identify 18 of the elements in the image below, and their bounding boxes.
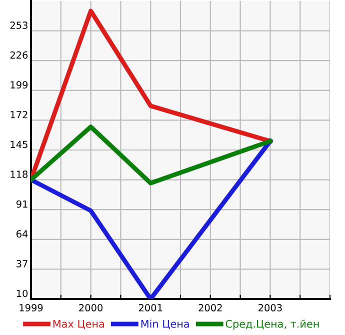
- y-tick-label: 253: [10, 22, 28, 29]
- x-tick-label: 2002: [198, 304, 222, 312]
- x-tick-label: 2000: [79, 304, 103, 312]
- y-tick-label: 226: [10, 51, 28, 59]
- x-tick-label: 1999: [20, 304, 43, 312]
- y-tick-label: 199: [10, 81, 28, 89]
- legend-label: Min Цена: [141, 320, 189, 330]
- x-tick-label: 2001: [138, 304, 162, 312]
- x-tick-label: 2003: [258, 304, 282, 312]
- y-tick-label: 91: [16, 200, 28, 208]
- y-tick-label: 172: [10, 110, 28, 118]
- y-tick-label: 145: [10, 140, 28, 148]
- y-tick-label: 64: [16, 230, 28, 238]
- legend-label: Сред.Цена, т.йен: [226, 320, 319, 330]
- y-tick-label: 10: [16, 290, 28, 298]
- y-tick-label: 118: [10, 170, 28, 178]
- legend-label: Max Цена: [53, 320, 104, 330]
- y-tick-label: 37: [16, 260, 28, 268]
